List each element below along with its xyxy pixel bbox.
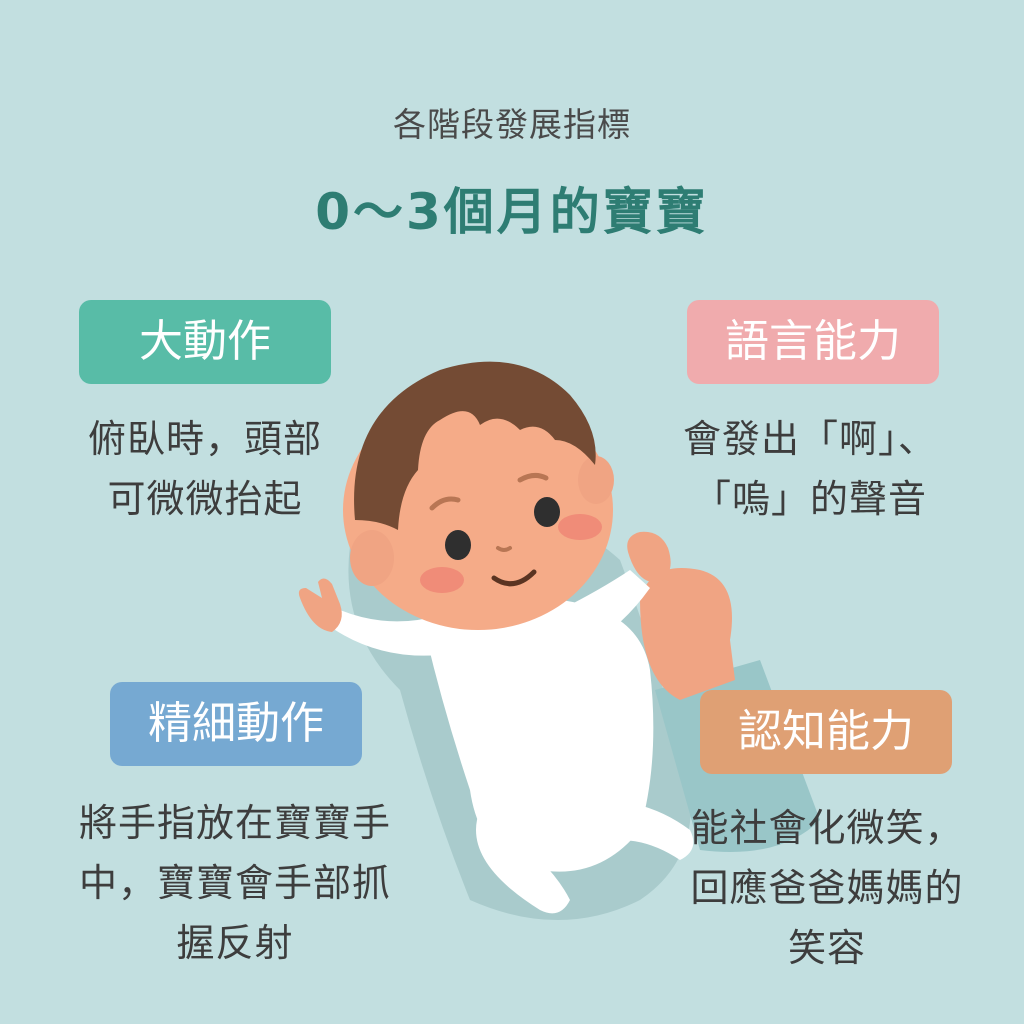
language-description: 會發出「啊」、 「嗚」的聲音 [640,409,980,529]
baby-right-hand [627,531,671,583]
gross-motor-description: 俯臥時，頭部 可微微抬起 [60,409,350,529]
baby-right-arm [560,570,650,650]
fine-motor-line-3: 握反射 [176,921,294,965]
baby-body [420,596,654,872]
baby-nose [496,546,512,552]
fine-motor-badge: 精細動作 [110,682,362,766]
fine-motor-line-2: 中，寶寶會手部抓 [78,861,391,905]
baby-left-leg [476,810,570,914]
baby-mouth [491,569,537,587]
page-title: 0～3個月的寶寶 [315,183,709,241]
page-subtitle: 各階段發展指標 [393,105,631,144]
cognitive-description: 能社會化微笑， 回應爸爸媽媽的 笑容 [662,798,992,978]
baby-eye-right [534,497,560,527]
baby-left-arm [332,610,440,656]
baby-left-hand [298,578,342,632]
baby-right-leg [600,800,694,860]
cognitive-line-2: 回應爸爸媽媽的 [690,866,964,910]
language-line-2: 「嗚」的聲音 [692,477,927,521]
language-badge: 語言能力 [687,300,939,384]
language-line-1: 會發出「啊」、 [682,417,937,461]
fine-motor-description: 將手指放在寶寶手 中，寶寶會手部抓 握反射 [40,793,430,973]
gross-motor-badge: 大動作 [79,300,331,384]
baby-hair [354,361,596,530]
baby-cheek-right [558,514,602,540]
baby-ear [350,530,394,586]
baby-cheek-left [420,567,464,593]
adult-hand [640,568,735,700]
fine-motor-line-1: 將手指放在寶寶手 [78,801,391,845]
baby-brow-right [517,472,549,483]
cognitive-line-1: 能社會化微笑， [690,806,964,850]
gross-motor-line-1: 俯臥時，頭部 [87,417,322,461]
gross-motor-line-2: 可微微抬起 [107,477,303,521]
baby-ear-right [578,456,614,504]
cognitive-badge: 認知能力 [700,690,952,774]
baby-eye-left [445,530,471,560]
baby-brow-left [429,496,461,511]
cognitive-line-3: 笑容 [787,926,866,970]
